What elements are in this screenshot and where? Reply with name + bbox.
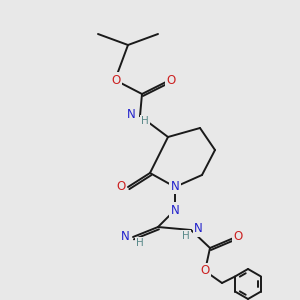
Text: N: N bbox=[121, 230, 130, 242]
Text: N: N bbox=[194, 223, 203, 236]
Text: H: H bbox=[182, 231, 190, 241]
Text: N: N bbox=[127, 109, 136, 122]
Text: N: N bbox=[171, 179, 179, 193]
Text: O: O bbox=[200, 265, 210, 278]
Text: H: H bbox=[136, 238, 144, 248]
Text: H: H bbox=[141, 116, 149, 126]
Text: O: O bbox=[167, 74, 176, 86]
Text: N: N bbox=[171, 203, 179, 217]
Text: O: O bbox=[233, 230, 243, 242]
Text: O: O bbox=[117, 179, 126, 193]
Text: O: O bbox=[111, 74, 121, 86]
